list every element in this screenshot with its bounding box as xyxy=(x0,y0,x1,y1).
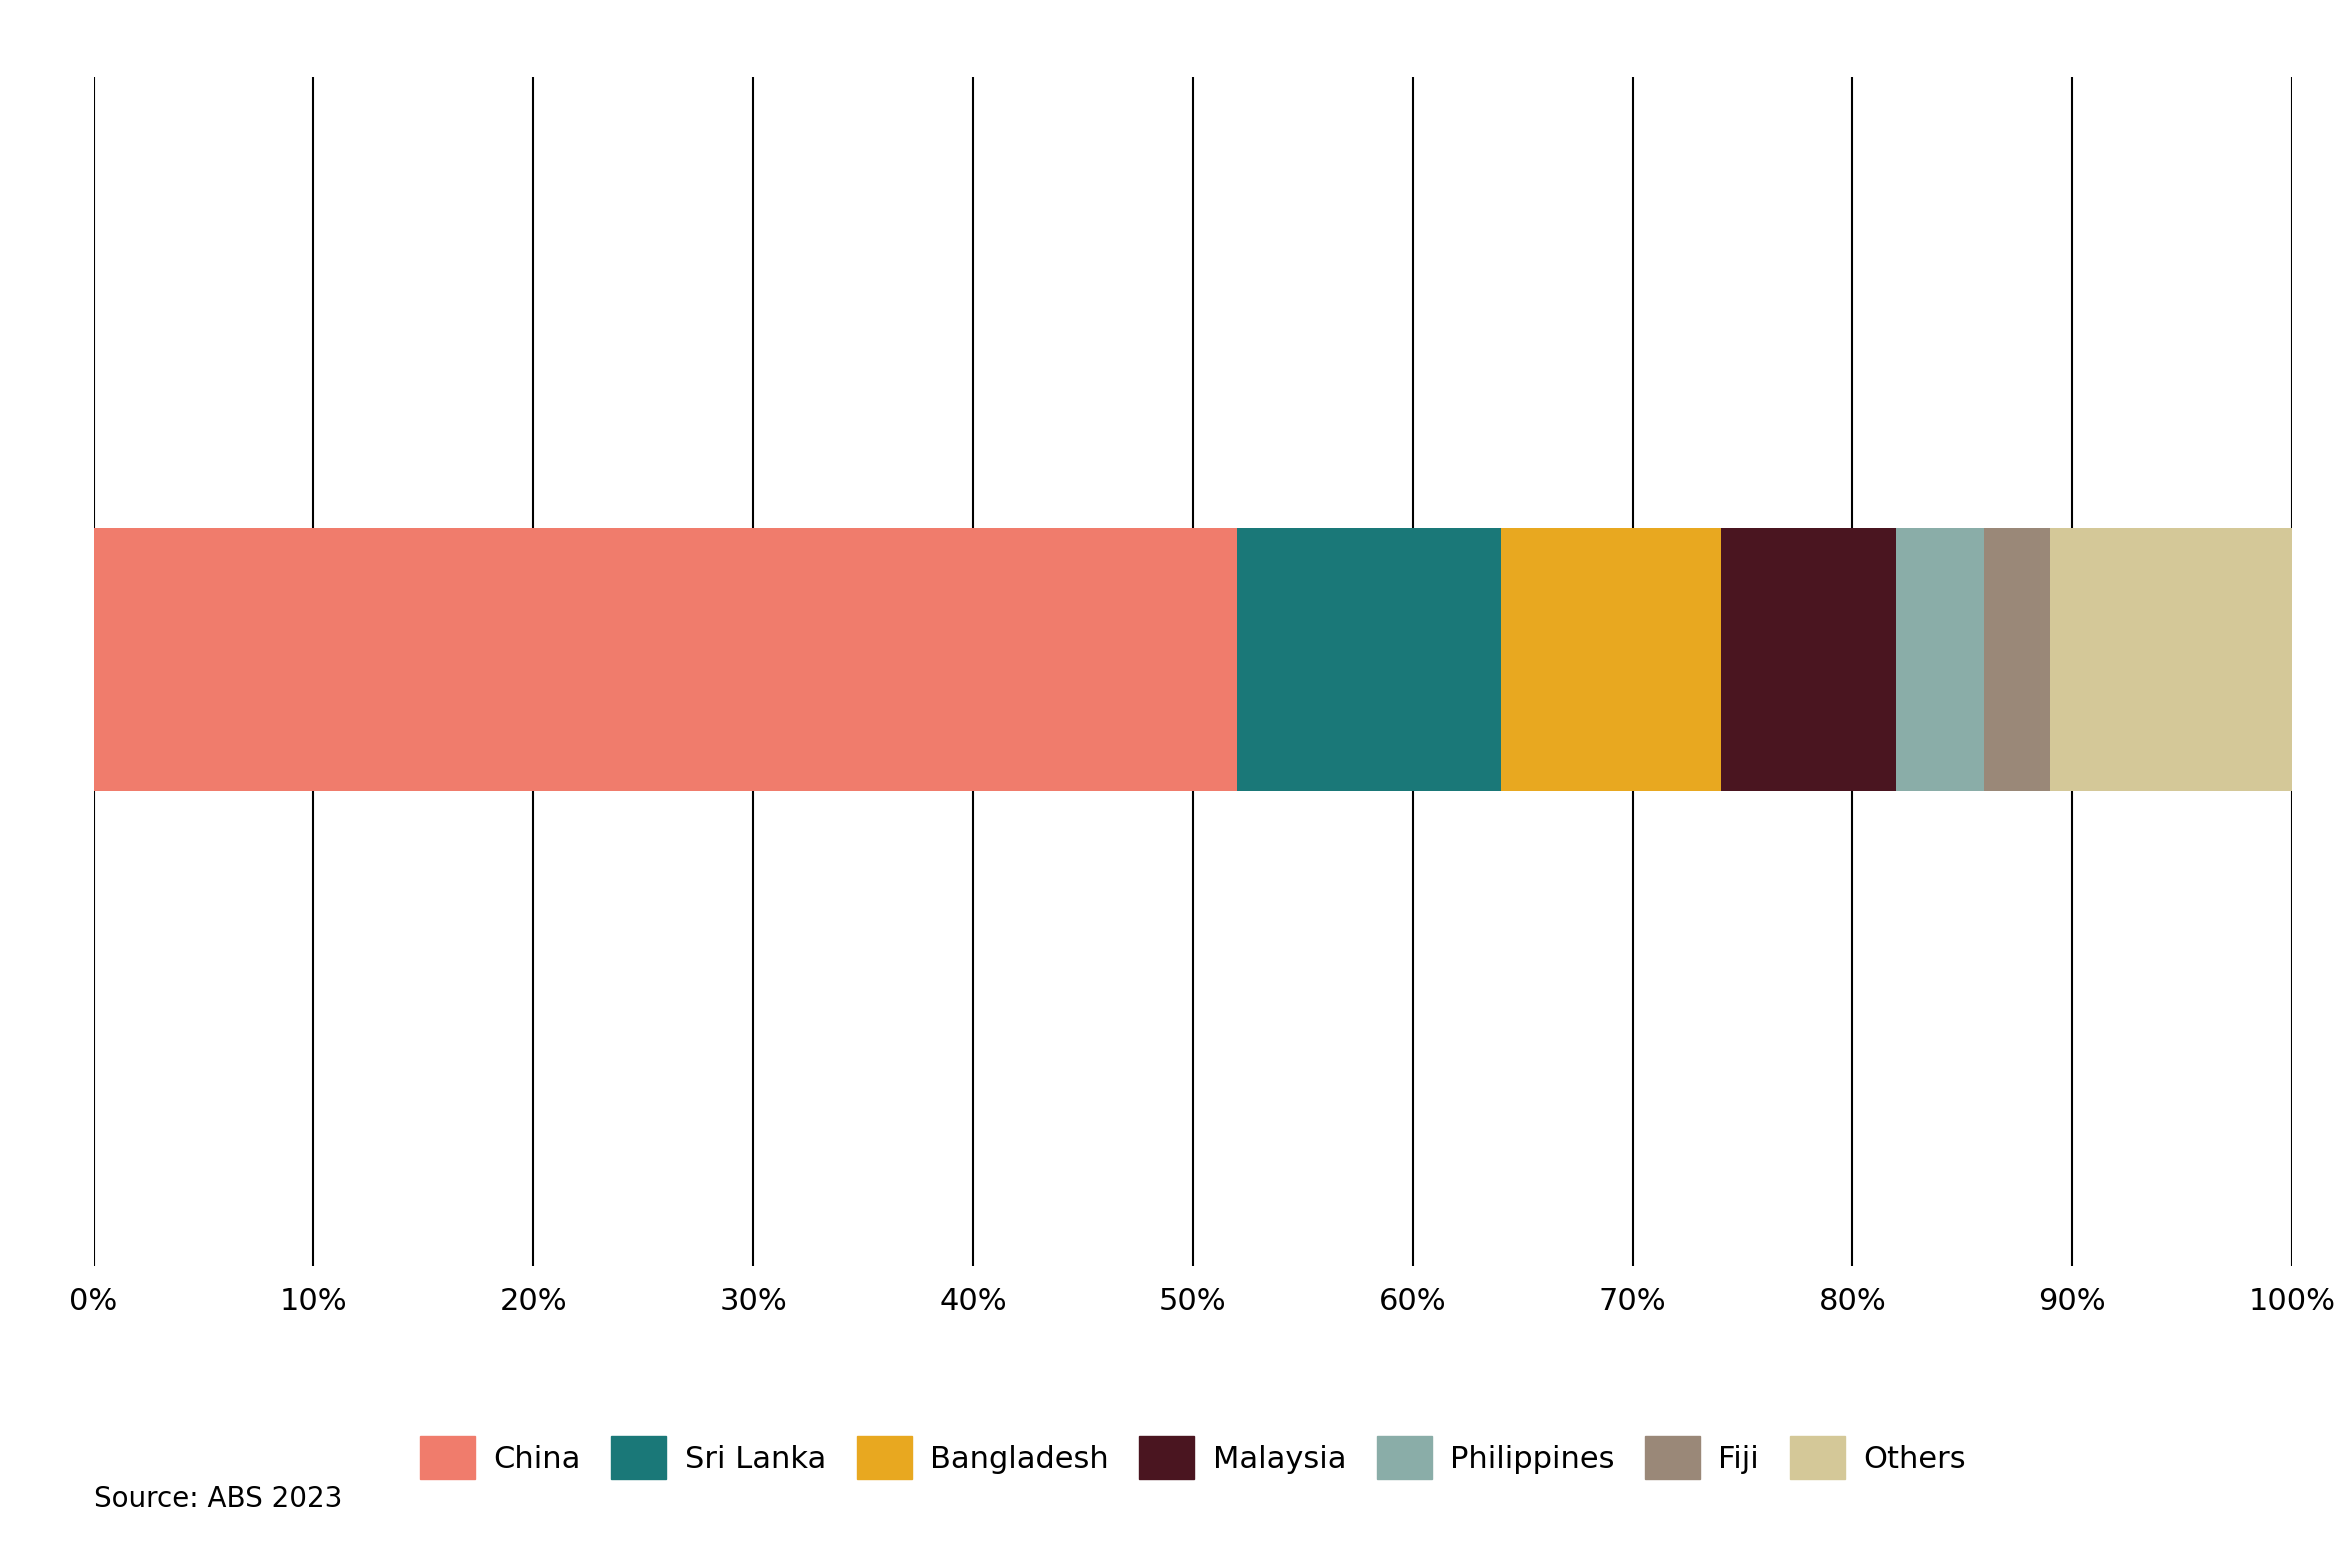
Bar xyxy=(1722,528,1897,791)
Bar xyxy=(1983,528,2051,791)
Bar xyxy=(1502,528,1722,791)
Bar xyxy=(2051,528,2292,791)
Text: Source: ABS 2023: Source: ABS 2023 xyxy=(94,1485,341,1513)
Bar xyxy=(94,528,1237,791)
Bar xyxy=(1237,528,1502,791)
Bar xyxy=(1897,528,1983,791)
Legend: China, Sri Lanka, Bangladesh, Malaysia, Philippines, Fiji, Others: China, Sri Lanka, Bangladesh, Malaysia, … xyxy=(407,1424,1979,1492)
